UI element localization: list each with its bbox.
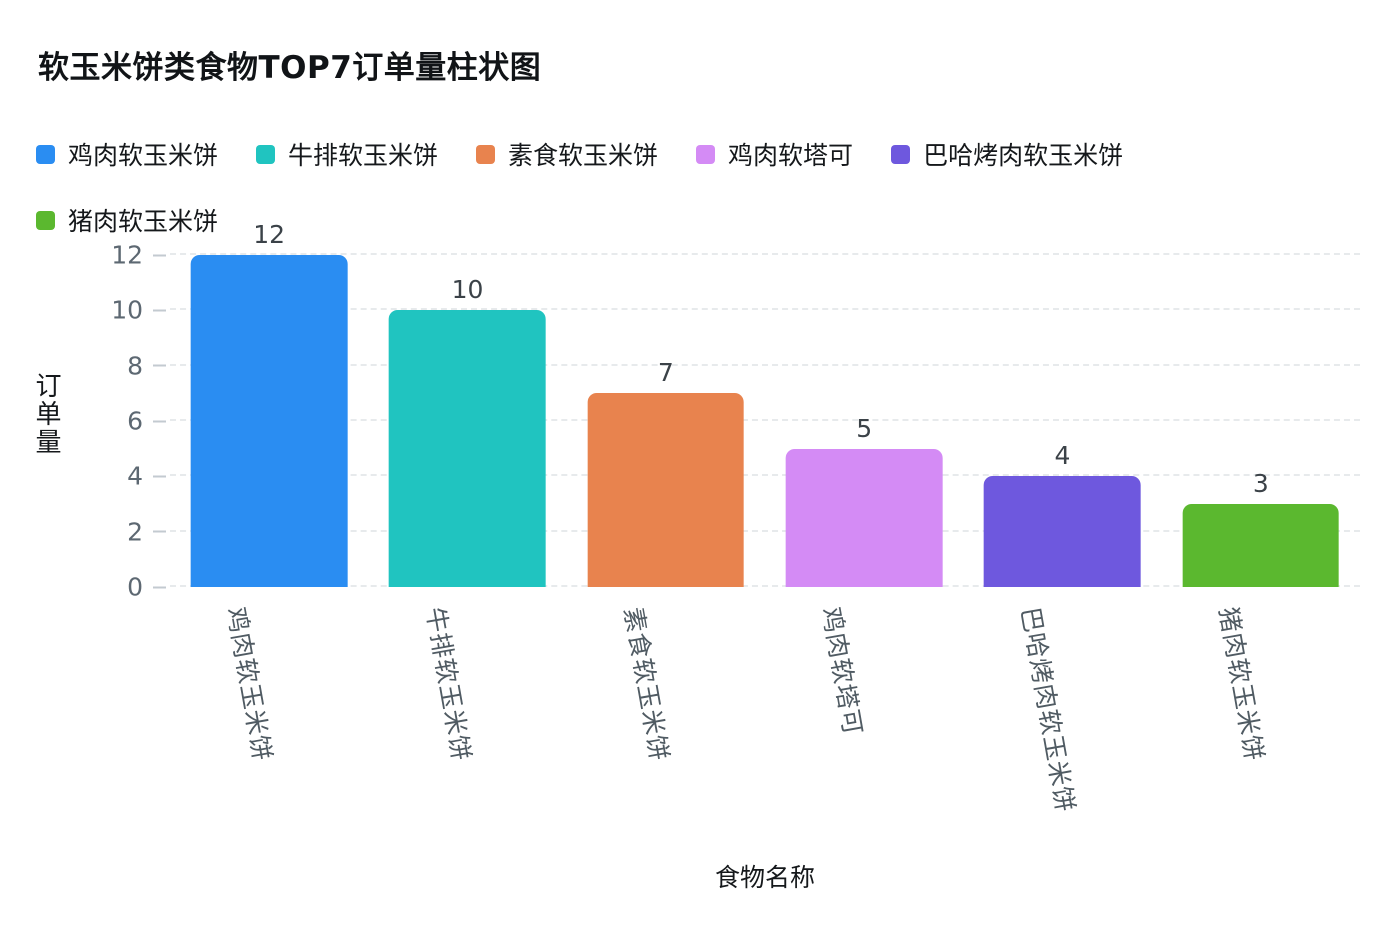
legend-swatch (256, 144, 276, 164)
x-tick-label: 鸡肉软塔可 (817, 604, 980, 738)
legend-item[interactable]: 鸡肉软玉米饼 (36, 136, 218, 172)
x-tick-label-text: 鸡肉软塔可 (816, 604, 868, 738)
x-tick-label: 牛排软玉米饼 (420, 604, 610, 764)
legend-swatch (36, 144, 55, 164)
legend-swatch (891, 144, 911, 164)
y-tick: 12 (111, 241, 166, 270)
y-tick-mark (153, 586, 166, 588)
legend-label: 牛排软玉米饼 (288, 141, 439, 170)
legend-item[interactable]: 素食软玉米饼 (476, 136, 658, 172)
chart-title: 软玉米饼类食物TOP7订单量柱状图 (38, 50, 542, 86)
gridline (170, 363, 1360, 366)
legend-item[interactable]: 猪肉软玉米饼 (36, 202, 218, 238)
x-tick-label-text: 鸡肉软玉米饼 (221, 604, 278, 764)
legend-label: 猪肉软玉米饼 (68, 207, 219, 236)
bar[interactable] (785, 448, 943, 587)
bar-value-label: 4 (1054, 441, 1071, 471)
gridline (170, 253, 1360, 255)
x-axis-labels: 鸡肉软玉米饼 牛排软玉米饼 素食软玉米饼 鸡肉软塔可 巴哈烤肉软玉米饼 猪肉软玉米饼 (170, 604, 1360, 864)
bar[interactable] (984, 476, 1141, 587)
bar[interactable] (587, 393, 745, 587)
bar-value-label: 5 (856, 413, 873, 443)
bar[interactable] (1182, 504, 1340, 587)
legend-swatch (36, 210, 55, 230)
legend-label: 素食软玉米饼 (508, 141, 659, 170)
x-tick-label: 鸡肉软玉米饼 (222, 604, 411, 764)
gridline (170, 529, 1360, 532)
legend-label: 巴哈烤肉软玉米饼 (923, 141, 1124, 170)
y-axis-title: 订单量 (31, 372, 61, 456)
legend-item[interactable]: 鸡肉软塔可 (696, 136, 853, 172)
y-tick: 8 (127, 351, 166, 380)
bar-value-label: 7 (657, 358, 674, 388)
y-tick: 6 (127, 407, 166, 436)
bar-value-label: 3 (1252, 469, 1269, 498)
x-tick-label-text: 素食软玉米饼 (618, 604, 674, 764)
legend-label: 鸡肉软塔可 (728, 141, 854, 170)
bar[interactable] (389, 310, 546, 587)
legend-swatch (696, 144, 716, 164)
legend-item[interactable]: 巴哈烤肉软玉米饼 (891, 136, 1123, 172)
bar-group: 12 (170, 220, 368, 587)
x-tick-label: 猪肉软玉米饼 (1213, 604, 1400, 764)
bar[interactable] (190, 255, 348, 587)
legend-item[interactable]: 牛排软玉米饼 (256, 136, 438, 172)
x-axis-title: 食物名称 (714, 863, 815, 892)
y-tick: 4 (127, 462, 166, 491)
y-tick-label: 2 (127, 517, 143, 547)
bar-group: 3 (1162, 255, 1360, 587)
x-tick-label: 素食软玉米饼 (618, 604, 808, 764)
y-tick: 0 (127, 573, 166, 602)
y-tick-label: 10 (111, 295, 143, 325)
y-tick-mark (153, 530, 166, 533)
y-tick-label: 0 (127, 572, 143, 602)
x-tick-label-text: 猪肉软玉米饼 (1213, 604, 1269, 764)
y-tick-label: 12 (111, 240, 143, 270)
y-tick-mark (153, 475, 166, 478)
y-tick-mark (153, 420, 166, 422)
bar-value-label: 12 (253, 220, 286, 249)
bar-value-label: 10 (451, 275, 484, 305)
gridline (170, 419, 1360, 421)
x-tick-label-text: 巴哈烤肉软玉米饼 (1015, 604, 1080, 815)
bar-group: 4 (963, 255, 1161, 587)
y-tick-mark (153, 309, 166, 312)
y-tick-mark (153, 364, 166, 367)
y-tick-label: 6 (127, 406, 143, 436)
y-tick-label: 4 (127, 461, 143, 491)
y-tick-label: 8 (127, 351, 143, 381)
gridline (170, 585, 1360, 587)
legend: 鸡肉软玉米饼 牛排软玉米饼 素食软玉米饼 鸡肉软塔可 巴哈烤肉软玉米饼猪肉软玉米饼 (36, 136, 1296, 238)
legend-swatch (476, 144, 496, 164)
bar-group: 7 (567, 255, 765, 587)
gridline (170, 308, 1360, 311)
bar-group: 10 (368, 255, 566, 587)
plot-area: 12 10 7 5 4 3 (170, 220, 1360, 587)
gridline (170, 474, 1360, 477)
y-tick: 10 (111, 296, 166, 325)
legend-label: 鸡肉软玉米饼 (68, 141, 219, 170)
x-tick-label-text: 牛排软玉米饼 (420, 604, 476, 764)
bar-group: 5 (765, 255, 963, 587)
y-tick-mark (153, 254, 166, 256)
y-axis: 0 2 4 6 8 10 12 (58, 241, 166, 602)
y-tick: 2 (127, 517, 166, 546)
